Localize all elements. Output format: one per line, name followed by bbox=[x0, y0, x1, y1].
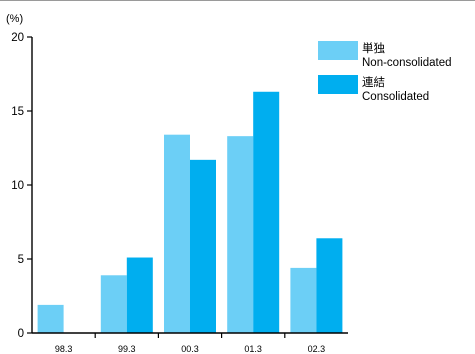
x-tick-label: 00.3 bbox=[181, 344, 199, 354]
x-tick-label: 99.3 bbox=[118, 344, 136, 354]
bar-consolidated-01.3 bbox=[253, 91, 280, 333]
y-tick-label: 0 bbox=[18, 328, 24, 340]
bar-non-consolidated-01.3 bbox=[227, 136, 254, 333]
legend-label-ja-non-consolidated: 単独 bbox=[362, 41, 385, 55]
legend-swatch-consolidated bbox=[318, 75, 358, 94]
legend-label-ja-consolidated: 連結 bbox=[362, 75, 385, 89]
y-axis: 0 5 10 15 20 bbox=[11, 32, 33, 340]
top-rule bbox=[0, 0, 475, 1]
y-tick-label: 5 bbox=[18, 254, 24, 266]
bar-non-consolidated-99.3 bbox=[100, 275, 127, 333]
x-axis: 98.3 99.3 00.3 01.3 02.3 bbox=[32, 332, 348, 354]
bar-non-consolidated-98.3 bbox=[37, 304, 64, 333]
legend-label-consolidated: Consolidated bbox=[362, 91, 429, 103]
bar-non-consolidated-02.3 bbox=[290, 267, 317, 333]
y-tick-label: 20 bbox=[11, 32, 24, 44]
bar-consolidated-00.3 bbox=[190, 159, 216, 333]
legend-label-non-consolidated: Non-consolidated bbox=[362, 57, 452, 69]
x-tick-label: 02.3 bbox=[308, 344, 326, 354]
y-tick-label: 15 bbox=[11, 106, 24, 118]
y-unit-label: (%) bbox=[6, 13, 23, 25]
x-tick-label: 01.3 bbox=[244, 344, 262, 354]
bar-non-consolidated-00.3 bbox=[164, 134, 190, 333]
legend: 単独 Non-consolidated 連結 Consolidated bbox=[318, 41, 452, 103]
bar-consolidated-02.3 bbox=[316, 238, 343, 333]
legend-swatch-non-consolidated bbox=[318, 41, 358, 60]
y-tick-label: 10 bbox=[11, 180, 24, 192]
bar-consolidated-99.3 bbox=[126, 257, 153, 333]
bars-group bbox=[37, 91, 343, 333]
x-tick-label: 98.3 bbox=[55, 344, 73, 354]
